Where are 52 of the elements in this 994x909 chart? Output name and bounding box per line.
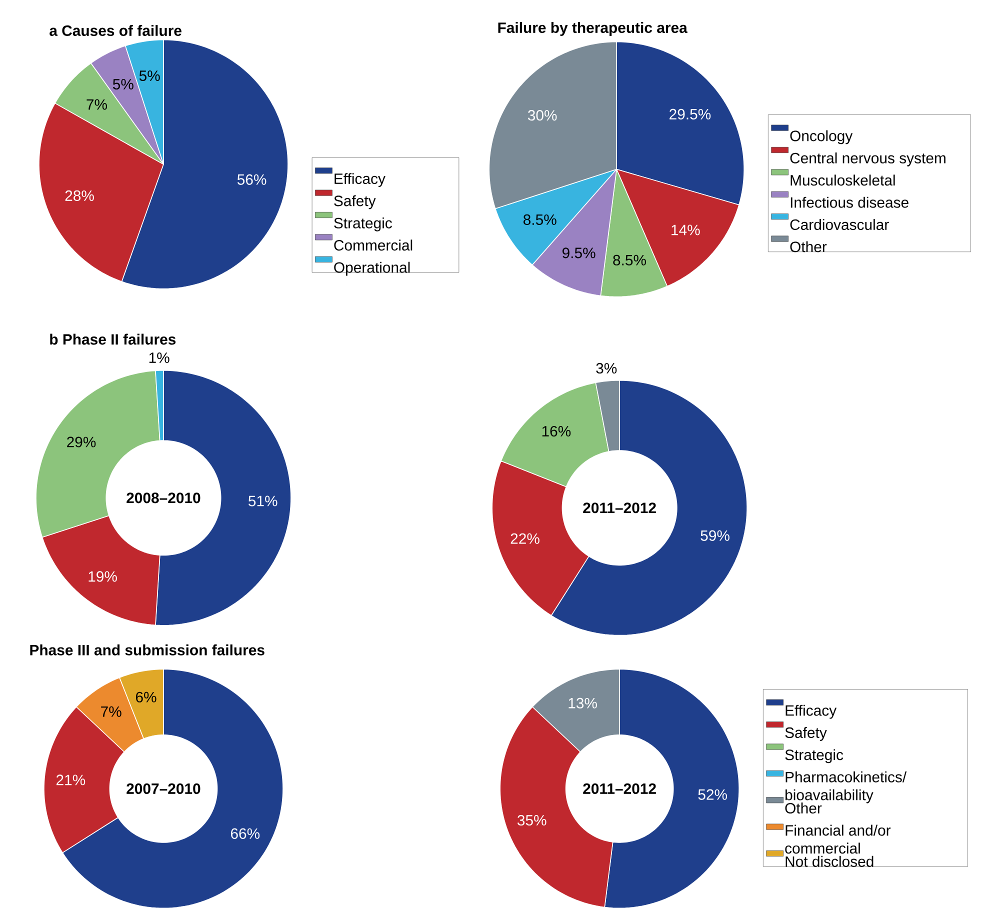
data-label: 29.5% — [670, 108, 711, 120]
legend-label: Cardiovascular — [790, 218, 889, 230]
legend-label: Oncology — [790, 130, 853, 144]
legend-label: Operational — [334, 262, 410, 276]
chart-title: a Causes of failure — [50, 24, 182, 36]
legend-label: Strategic — [785, 749, 844, 764]
data-label: 3% — [596, 362, 617, 374]
data-label: 7% — [86, 99, 108, 110]
text: 2007–2010 — [126, 783, 200, 794]
data-label: 8.5% — [524, 214, 556, 225]
data-label: 22% — [510, 533, 540, 544]
data-label: 51% — [248, 496, 278, 506]
data-label: 35% — [517, 814, 546, 826]
legend-label: Efficacy — [334, 172, 386, 187]
data-label: 56% — [237, 174, 266, 185]
legend-label: Pharmacokinetics/ bioavailability — [786, 771, 907, 804]
text: 2008–2010 — [126, 492, 200, 504]
legend-label: Financial and/or commercial — [785, 824, 891, 854]
data-label: 7% — [101, 706, 122, 717]
legend-label: Not disclosed — [786, 856, 874, 867]
legend-label: Infectious disease — [790, 196, 908, 208]
legend-label: Efficacy — [786, 704, 837, 719]
legend-label: Strategic — [334, 217, 392, 232]
data-label: 59% — [700, 530, 730, 541]
legend-label: Commercial — [334, 240, 412, 251]
data-label: 6% — [136, 692, 156, 702]
data-label: 52% — [698, 789, 728, 800]
data-label: 13% — [568, 698, 597, 708]
legend-label: Other — [785, 802, 822, 814]
data-label: 66% — [230, 828, 260, 839]
chart-title: Phase III and submission failures — [30, 644, 264, 656]
data-label: 14% — [672, 224, 700, 236]
data-label: 19% — [88, 571, 117, 582]
data-label: 21% — [56, 774, 86, 786]
data-label: 28% — [65, 190, 94, 201]
data-label: 30% — [528, 110, 557, 121]
data-label: 9.5% — [562, 248, 596, 258]
chart-title: b Phase II failures — [50, 334, 176, 345]
legend-label: Musculoskeletal — [790, 174, 895, 186]
legend-label: Safety — [785, 726, 827, 741]
data-label: 1% — [149, 352, 170, 363]
legend-label: Other — [790, 241, 827, 252]
data-label: 8.5% — [613, 254, 646, 266]
text: 2011–2012 — [583, 502, 656, 514]
legend-label: Safety — [334, 195, 376, 210]
data-label: 29% — [67, 436, 96, 448]
text: 2011–2012 — [583, 783, 656, 794]
data-label: 5% — [139, 70, 160, 81]
data-label: 16% — [542, 426, 571, 436]
data-label: 5% — [112, 78, 134, 90]
legend-label: Central nervous system — [790, 152, 946, 166]
chart-title: Failure by therapeutic area — [498, 22, 688, 36]
